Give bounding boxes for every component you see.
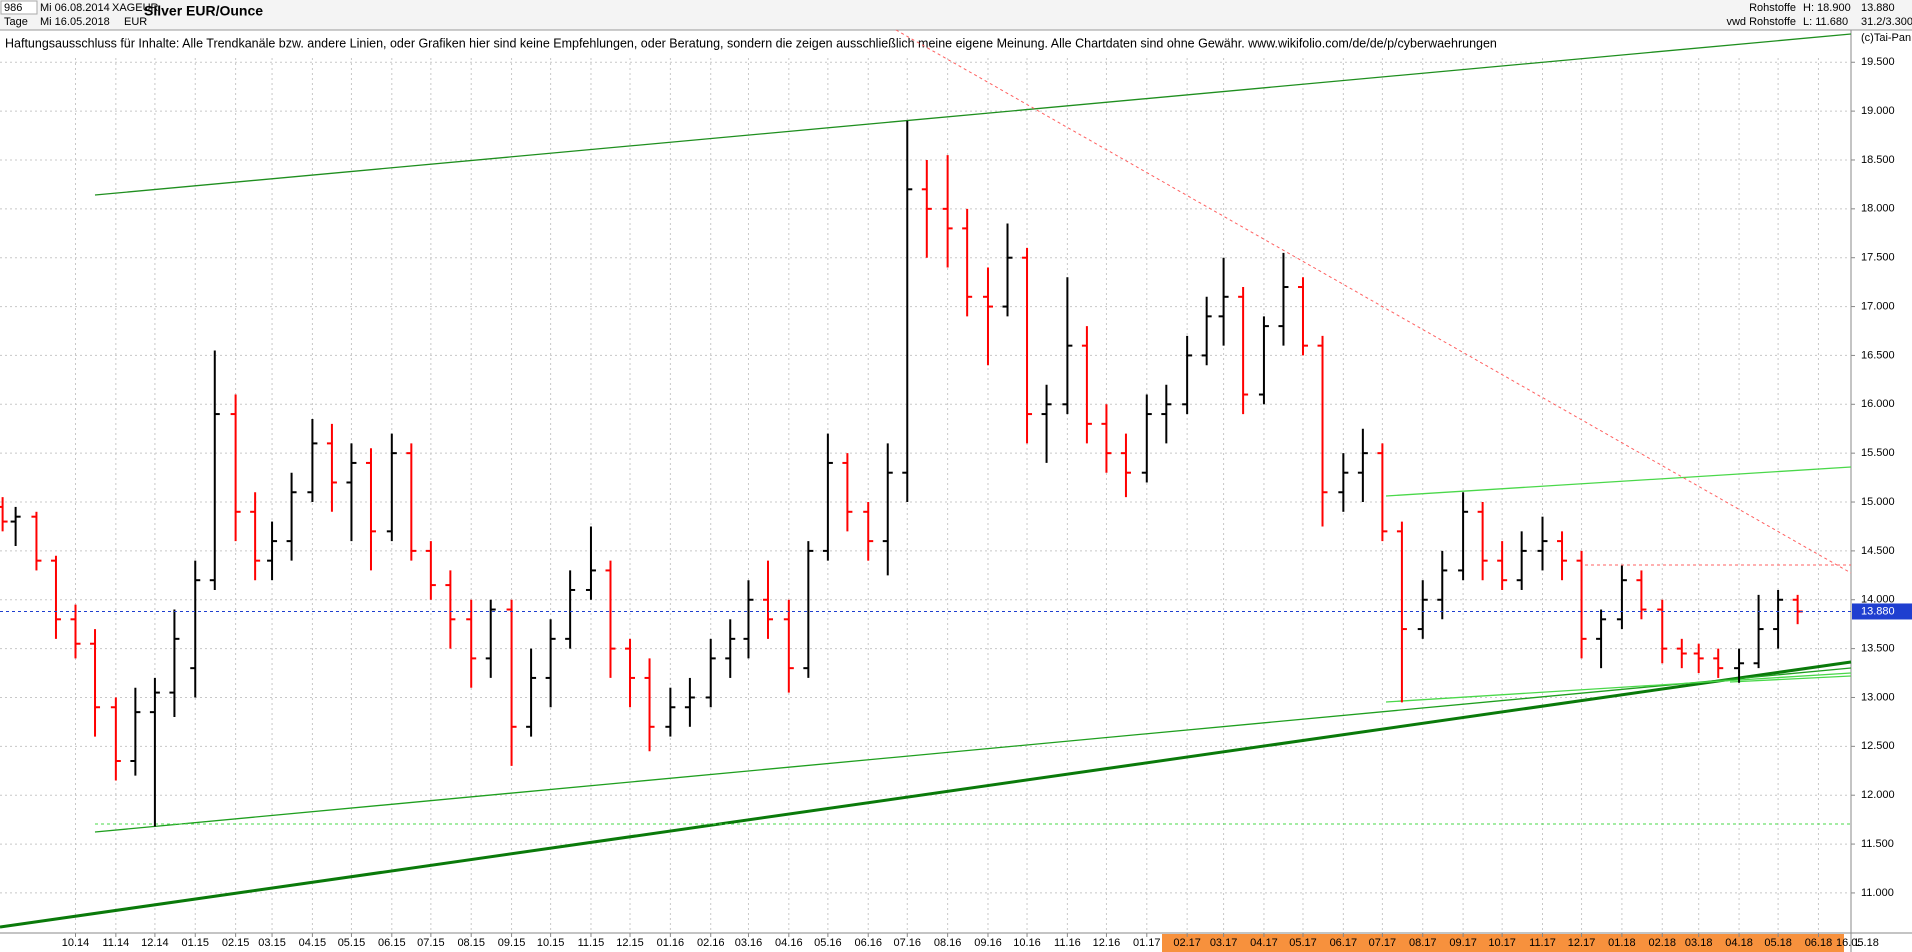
x-tick-label: 04.15 [299,937,327,949]
y-tick-label: 18.500 [1861,154,1895,166]
x-tick-label: 02.16 [697,937,725,949]
id: 986 [4,2,22,14]
y-tick-label: 13.000 [1861,691,1895,703]
y-tick-label: 14.500 [1861,545,1895,557]
x-tick-label: 01.16 [657,937,685,949]
x-tick-label: 05.15 [338,937,366,949]
high: H: 18.900 [1803,2,1851,14]
x-tick-label: 06.18 [1805,937,1833,949]
last-price: 13.880 [1861,2,1895,14]
x-tick-label: 03.18 [1685,937,1713,949]
x-tick-label: 08.17 [1409,937,1437,949]
x-tick-label: 07.17 [1369,937,1397,949]
y-tick-label: 12.000 [1861,789,1895,801]
x-tick-label: 02.18 [1648,937,1676,949]
y-tick-label: 17.500 [1861,252,1895,264]
y-tick-label: 11.000 [1861,887,1894,899]
footer-mode: L [1855,937,1861,949]
y-tick-label: 15.500 [1861,447,1895,459]
trend-line [1385,672,1852,703]
copyright: (c)Tai-Pan [1861,32,1911,44]
x-tick-label: 11.17 [1529,937,1556,949]
x-tick-label: 12.17 [1568,937,1596,949]
y-tick-label: 12.500 [1861,740,1895,752]
x-tick-label: 10.16 [1013,937,1041,949]
x-tick-label: 12.14 [141,937,169,949]
x-tick-label: 11.15 [578,937,605,949]
x-tick-label: 03.16 [735,937,763,949]
y-tick-label: 18.000 [1861,203,1895,215]
x-tick-label: 05.18 [1764,937,1792,949]
period[interactable]: Tage [4,16,28,28]
x-tick-label: 04.18 [1725,937,1753,949]
y-tick-label: 11.500 [1861,838,1894,850]
last-price-label: 13.880 [1861,605,1895,617]
y-tick-label: 16.000 [1861,398,1895,410]
x-tick-label: 12.16 [1093,937,1121,949]
low: L: 11.680 [1803,16,1848,28]
y-tick-label: 16.500 [1861,349,1895,361]
x-tick-label: 09.17 [1449,937,1477,949]
x-tick-label: 03.15 [258,937,286,949]
y-tick-label: 17.000 [1861,300,1895,312]
x-tick-label: 01.18 [1608,937,1636,949]
x-tick-label: 10.17 [1488,937,1516,949]
x-tick-label: 05.16 [814,937,842,949]
disclaimer: Haftungsausschluss für Inhalte: Alle Tre… [5,36,1497,50]
from-date: Mi 06.08.2014 [40,2,110,14]
x-tick-label: 06.15 [378,937,406,949]
exchange: Rohstoffe [1749,2,1796,14]
source: vwd Rohstoffe [1726,16,1796,28]
trend-line [94,33,1852,196]
x-tick-label: 10.15 [537,937,565,949]
x-tick-label: 07.16 [894,937,922,949]
x-tick-label: 09.16 [974,937,1002,949]
x-tick-label: 05.17 [1289,937,1317,949]
chart-title: Silver EUR/Ounce [144,3,263,19]
x-tick-label: 02.15 [222,937,250,949]
y-tick-label: 14.000 [1861,594,1895,606]
trend-line [1729,675,1852,683]
trend-line [1385,466,1852,497]
price-bars [0,120,1803,827]
y-tick-label: 15.000 [1861,496,1895,508]
last-price-box [1852,603,1912,620]
trend-line [0,660,1852,929]
y-tick-label: 19.500 [1861,56,1895,68]
x-tick-label: 06.16 [854,937,882,949]
x-tick-label: 08.16 [934,937,962,949]
currency: EUR [124,16,147,28]
id-box[interactable] [0,0,38,15]
x-tick-label: 11.14 [102,937,129,949]
x-tick-label: 11.16 [1054,937,1081,949]
x-tick-label: 08.15 [457,937,485,949]
x-tick-label: 10.14 [62,937,90,949]
header-bar [0,0,1912,30]
x-tick-label: 01.17 [1133,937,1161,949]
trend-line [94,667,1852,833]
x-tick-label: 04.17 [1250,937,1278,949]
x-tick-label: 03.17 [1210,937,1238,949]
trend-lines [0,29,1852,929]
x-tick-label: 02.17 [1173,937,1201,949]
x-tick-label: 04.16 [775,937,803,949]
change: 31.2/3.300 [1861,16,1912,28]
x-tick-label: 12.15 [616,937,644,949]
y-tick-label: 13.500 [1861,643,1895,655]
to-date: Mi 16.05.2018 [40,16,110,28]
axis-highlight [1162,934,1844,952]
footer-date: 16.05.18 [1836,937,1879,949]
x-tick-label: 06.17 [1330,937,1358,949]
x-tick-label: 09.15 [498,937,526,949]
y-tick-label: 19.000 [1861,105,1895,117]
x-tick-label: 07.15 [417,937,445,949]
x-tick-label: 01.15 [181,937,209,949]
symbol: XAGEUR [112,2,159,14]
